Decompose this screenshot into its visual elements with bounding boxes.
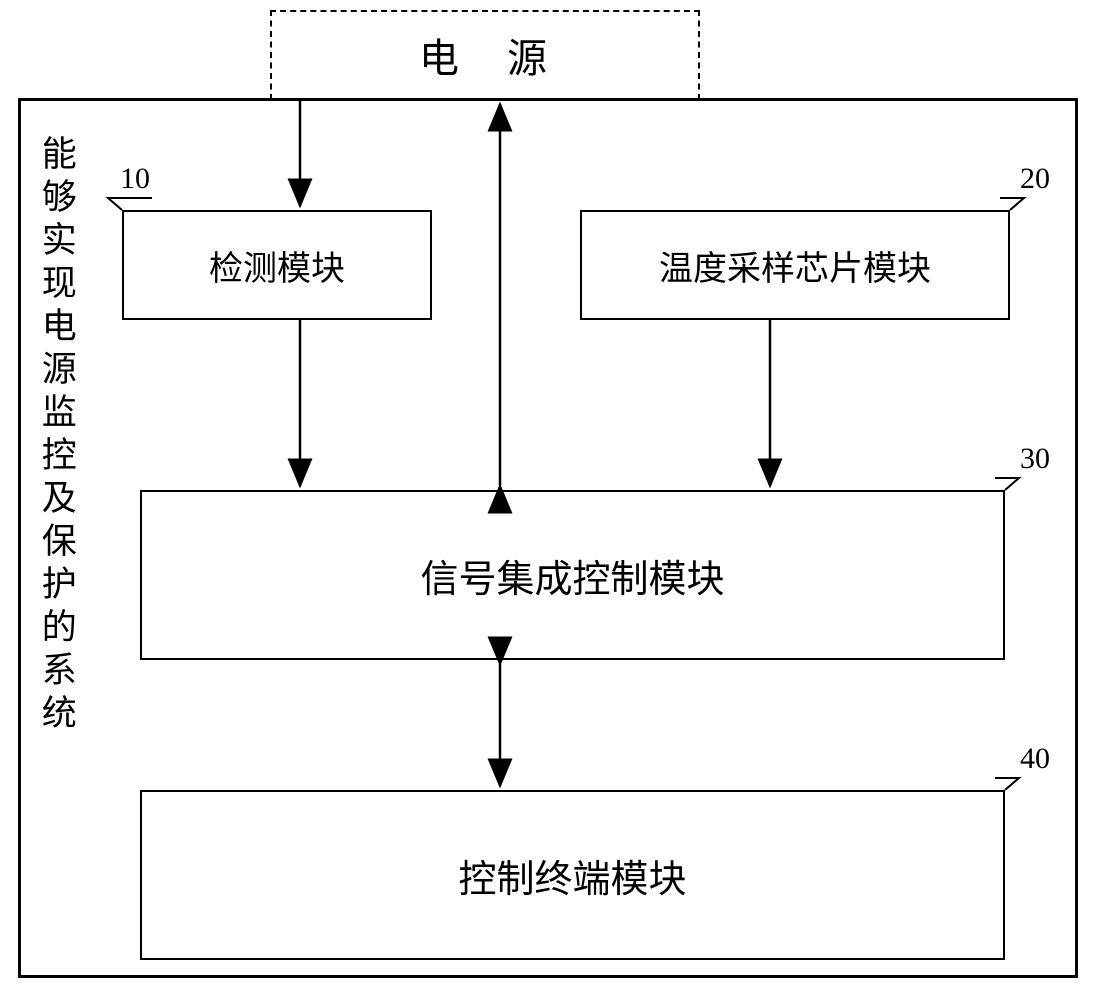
node-power-label: 电 源: [419, 26, 551, 84]
node-power: 电 源: [270, 10, 700, 100]
node-10-label: 检测模块: [209, 241, 345, 290]
node-10-ref: 10: [120, 162, 150, 196]
node-30: 信号集成控制模块: [140, 490, 1005, 660]
node-20: 温度采样芯片模块: [580, 210, 1010, 320]
node-40-ref: 40: [1020, 742, 1050, 776]
node-30-ref: 30: [1020, 442, 1050, 476]
node-40-label: 控制终端模块: [458, 848, 686, 903]
node-40: 控制终端模块: [140, 790, 1005, 960]
node-10: 检测模块: [122, 210, 432, 320]
node-20-label: 温度采样芯片模块: [659, 241, 931, 290]
system-frame-label: 能够实现电源监控及保护的系统: [30, 135, 81, 737]
node-20-ref: 20: [1020, 162, 1050, 196]
node-30-label: 信号集成控制模块: [420, 548, 724, 603]
